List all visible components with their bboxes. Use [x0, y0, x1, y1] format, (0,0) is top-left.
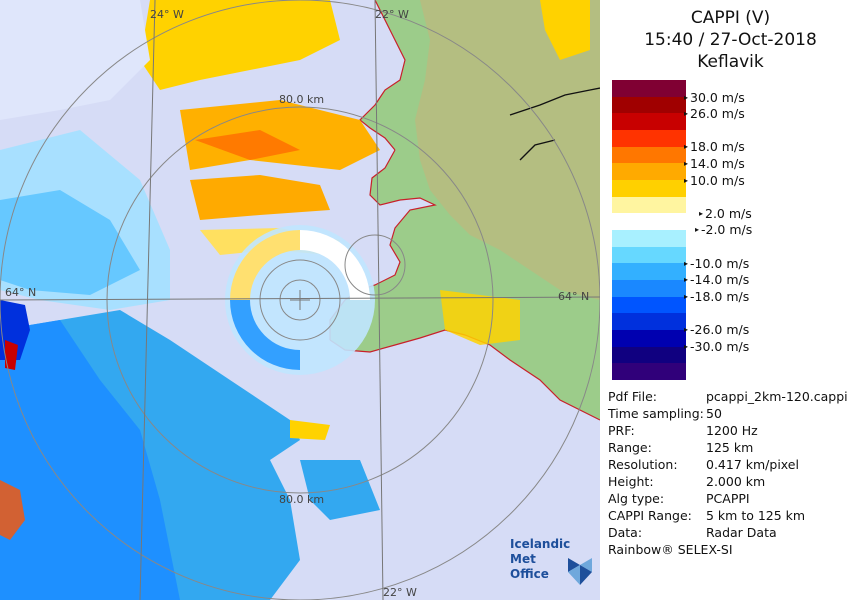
scale-swatch: [612, 96, 686, 114]
metadata-key: Data:: [608, 525, 643, 540]
imo-logo-text: Icelandic Met Office: [510, 537, 600, 582]
timestamp: 15:40 / 27-Oct-2018: [644, 30, 817, 50]
metadata-key: Height:: [608, 474, 654, 489]
imo-logo-icon: [568, 558, 592, 585]
scale-label: -10.0 m/s: [684, 256, 749, 271]
scale-swatch: [612, 296, 686, 314]
logo-line2: Office: [510, 567, 549, 581]
radar-map-canvas: 24° W 22° W 22° W 64° N 64° N 80.0 km 80…: [0, 0, 600, 600]
scale-swatch: [612, 246, 686, 264]
scale-label: 10.0 m/s: [684, 173, 745, 188]
metadata-key: CAPPI Range:: [608, 508, 692, 523]
metadata-key: Range:: [608, 440, 652, 455]
lon-label-top-right: 22° W: [375, 8, 409, 21]
metadata-key: Alg type:: [608, 491, 665, 506]
radar-map[interactable]: 24° W 22° W 22° W 64° N 64° N 80.0 km 80…: [0, 0, 600, 600]
scale-label: -30.0 m/s: [684, 339, 749, 354]
scale-label: -18.0 m/s: [684, 289, 749, 304]
scale-swatch: [612, 346, 686, 364]
radar-echoes: [0, 0, 590, 600]
scale-label: -2.0 m/s: [695, 222, 752, 237]
lon-label-top-left: 24° W: [150, 8, 184, 21]
scale-label: -26.0 m/s: [684, 322, 749, 337]
ring-label-bottom: 80.0 km: [279, 493, 324, 506]
scale-label: 2.0 m/s: [699, 206, 752, 221]
scale-label: 26.0 m/s: [684, 106, 745, 121]
info-panel: CAPPI (V) 15:40 / 27-Oct-2018 Keflavik 3…: [600, 0, 861, 600]
station-name: Keflavik: [697, 52, 764, 72]
software-credit: Rainbow® SELEX-SI: [608, 542, 733, 557]
metadata-value: pcappi_2km-120.cappi: [706, 389, 848, 404]
metadata-value: 125 km: [706, 440, 754, 455]
scale-swatch: [612, 146, 686, 164]
scale-swatch: [612, 180, 686, 198]
scale-swatch: [612, 280, 686, 298]
scale-swatch: [612, 80, 686, 98]
metadata-value: 0.417 km/pixel: [706, 457, 799, 472]
scale-swatch: [612, 313, 686, 331]
scale-swatch: [612, 230, 686, 248]
lat-label-left: 64° N: [5, 286, 36, 299]
highland-area: [415, 0, 600, 300]
metadata-value: 1200 Hz: [706, 423, 758, 438]
coastline: [329, 0, 600, 421]
product-title: CAPPI (V): [690, 8, 771, 28]
range-rings: [0, 0, 600, 600]
scale-label: 30.0 m/s: [684, 90, 745, 105]
logo-line1: Icelandic Met: [510, 537, 571, 566]
scale-swatch: [612, 196, 686, 214]
metadata-value: 5 km to 125 km: [706, 508, 806, 523]
lat-label-right: 64° N: [558, 290, 589, 303]
metadata-key: Resolution:: [608, 457, 678, 472]
metadata-key: Pdf File:: [608, 389, 657, 404]
metadata-value: 2.000 km: [706, 474, 766, 489]
border-line: [509, 87, 600, 161]
scale-swatch: [612, 213, 686, 231]
lon-label-bottom: 22° W: [383, 586, 417, 599]
metadata-value: 50: [706, 406, 722, 421]
velocity-scale: [612, 80, 688, 381]
metadata-key: PRF:: [608, 423, 635, 438]
scale-swatch: [612, 130, 686, 148]
scale-label: -14.0 m/s: [684, 272, 749, 287]
scale-swatch: [612, 263, 686, 281]
scale-label: 18.0 m/s: [684, 139, 745, 154]
metadata-key: Time sampling:: [608, 406, 704, 421]
metadata-value: Radar Data: [706, 525, 777, 540]
scale-swatch: [612, 113, 686, 131]
scale-swatch: [612, 363, 686, 381]
scale-label: 14.0 m/s: [684, 156, 745, 171]
metadata-value: PCAPPI: [706, 491, 750, 506]
scale-swatch: [612, 330, 686, 348]
graticule: [0, 0, 600, 600]
ring-label-top: 80.0 km: [279, 93, 324, 106]
scale-swatch: [612, 163, 686, 181]
